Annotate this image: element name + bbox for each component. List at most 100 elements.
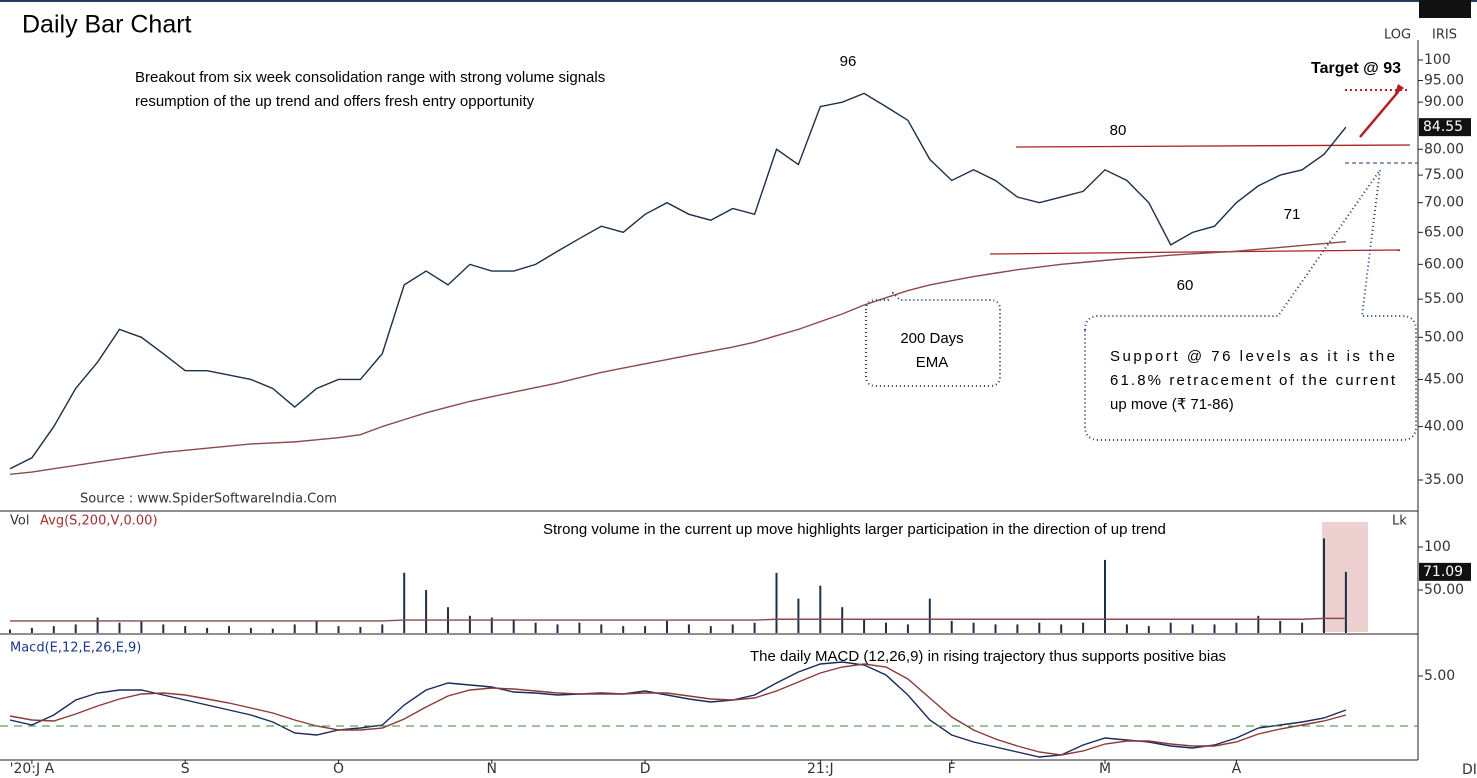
volume-bar xyxy=(96,617,99,633)
y-tick-label: 75.00 xyxy=(1424,167,1464,183)
volume-bar xyxy=(775,572,778,633)
volume-bar xyxy=(556,624,559,633)
y-tick-label: 35.00 xyxy=(1424,472,1464,488)
volume-bar xyxy=(206,627,209,633)
last-value-tag xyxy=(1419,0,1471,18)
volume-bar xyxy=(885,622,887,633)
volume-bar xyxy=(1257,615,1260,633)
chart-title: Daily Bar Chart xyxy=(22,11,192,39)
annotation: Breakout from six week consolidation ran… xyxy=(135,69,605,86)
volume-bar xyxy=(337,626,340,633)
annotation: 71 xyxy=(1284,206,1301,223)
volume-bar xyxy=(468,615,471,633)
annotation: The daily MACD (12,26,9) in rising traje… xyxy=(750,648,1226,665)
series-line xyxy=(9,663,1347,756)
volume-bar xyxy=(425,590,428,633)
volume-bar xyxy=(1279,620,1282,633)
annotation: 200 Days xyxy=(900,330,963,347)
y-tick-label: 90.00 xyxy=(1424,94,1464,110)
volume-bar xyxy=(1213,624,1216,633)
unit-label: Lk xyxy=(1392,514,1407,529)
x-tick-label: 21:J xyxy=(807,761,834,777)
last-value-label: 71.09 xyxy=(1423,564,1463,580)
corner-label: DI xyxy=(1462,762,1477,778)
volume-bar xyxy=(972,622,975,633)
annotation: Support @ 76 levels as it is the xyxy=(1110,348,1395,365)
volume-bar xyxy=(819,585,822,633)
y-tick-label: 60.00 xyxy=(1424,256,1464,272)
support-line xyxy=(989,249,1401,255)
panel-label: Avg(S,200,V,0.00) xyxy=(40,514,158,529)
annotation: 80 xyxy=(1110,122,1127,139)
volume-bar xyxy=(1082,622,1085,633)
volume-bar xyxy=(1191,624,1194,633)
header-label: IRIS xyxy=(1432,28,1457,43)
volume-bar xyxy=(994,624,997,633)
volume-bar xyxy=(841,607,844,633)
header-label: LOG xyxy=(1384,28,1411,43)
last-value-label: 84.55 xyxy=(1423,119,1463,135)
volume-bar xyxy=(162,624,165,633)
volume-bar xyxy=(1344,571,1347,633)
volume-bar xyxy=(359,626,362,633)
y-tick-label: 100 xyxy=(1424,539,1451,555)
x-tick-label: S xyxy=(181,761,190,777)
volume-bar xyxy=(52,626,55,633)
volume-bar xyxy=(1235,622,1238,633)
y-tick-label: 70.00 xyxy=(1424,195,1464,211)
volume-bar xyxy=(228,626,230,633)
volume-bar xyxy=(906,624,909,633)
volume-bar xyxy=(315,620,318,633)
annotation: Target @ 93 xyxy=(1311,60,1401,77)
volume-bar xyxy=(753,622,756,633)
volume-bar xyxy=(403,572,406,633)
volume-bar xyxy=(293,624,296,633)
x-tick-label: O xyxy=(333,761,344,777)
volume-bar xyxy=(1147,626,1150,633)
volume-bar xyxy=(30,627,33,633)
series-line xyxy=(9,240,1346,476)
y-tick-label: 45.00 xyxy=(1424,371,1464,387)
volume-bar xyxy=(863,619,866,633)
volume-bar xyxy=(644,626,647,633)
y-tick-label: 95.00 xyxy=(1424,73,1464,89)
volume-bar xyxy=(1016,624,1019,633)
annotation: 96 xyxy=(840,53,857,70)
annotation: resumption of the up trend and offers fr… xyxy=(135,93,535,110)
volume-bar xyxy=(1169,622,1172,633)
series-line xyxy=(9,92,1347,470)
arrowhead xyxy=(1394,84,1404,96)
y-tick-label: 50.00 xyxy=(1424,329,1464,345)
annotation: EMA xyxy=(916,354,949,371)
annotation: Strong volume in the current up move hig… xyxy=(543,521,1166,538)
volume-bar xyxy=(1038,622,1041,633)
volume-bar xyxy=(184,626,187,633)
volume-bar xyxy=(600,624,603,633)
volume-bar xyxy=(709,626,712,633)
x-tick-label: F xyxy=(948,761,956,777)
volume-bar xyxy=(578,622,581,633)
source-label: Source : www.SpiderSoftwareIndia.Com xyxy=(80,492,337,507)
volume-bar xyxy=(950,620,953,633)
series-line xyxy=(9,661,1347,758)
y-tick-label: 50.00 xyxy=(1424,582,1464,598)
resistance-line xyxy=(1015,144,1411,148)
y-tick-label: 65.00 xyxy=(1424,224,1464,240)
x-tick-label: A xyxy=(1232,761,1242,777)
ema-callout xyxy=(865,291,1001,387)
annotation: 60 xyxy=(1177,277,1194,294)
x-tick-label: D xyxy=(640,761,651,777)
volume-bar xyxy=(74,624,77,633)
y-tick-label: 80.00 xyxy=(1424,141,1464,157)
volume-bar xyxy=(687,624,690,633)
annotation: 61.8% retracement of the current xyxy=(1110,372,1396,389)
y-tick-label: 100 xyxy=(1424,52,1451,68)
volume-bar xyxy=(534,622,537,633)
volume-bar xyxy=(140,620,143,633)
volume-bar xyxy=(1104,559,1106,633)
volume-bar xyxy=(381,624,384,633)
annotation: up move (₹ 71-86) xyxy=(1110,396,1234,413)
target-arrow xyxy=(1359,91,1399,138)
volume-bar xyxy=(1060,624,1063,633)
